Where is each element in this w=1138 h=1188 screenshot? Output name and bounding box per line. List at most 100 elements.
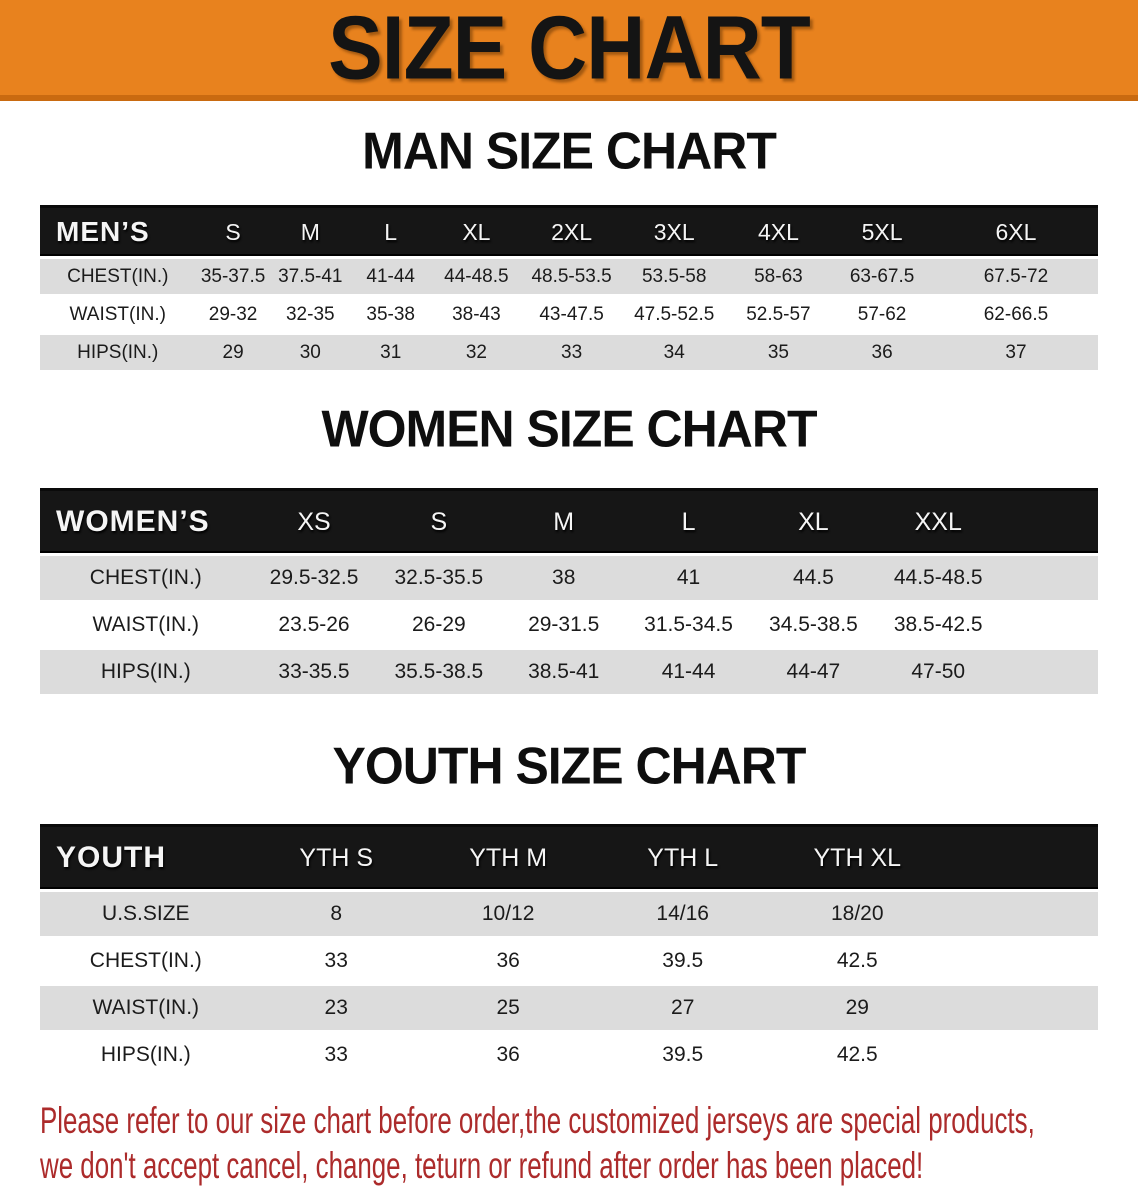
size-value-cell — [944, 1031, 1098, 1080]
size-value-cell: 23 — [251, 984, 421, 1033]
row-label: U.S.SIZE — [40, 890, 252, 939]
row-label: HIPS(IN.) — [40, 648, 252, 697]
size-value-cell: 26-29 — [376, 601, 502, 650]
row-label: WAIST(IN.) — [40, 295, 196, 335]
table-corner-label: MEN’S — [40, 205, 196, 259]
size-value-cell: 23.5-26 — [251, 601, 377, 650]
size-chart-banner: SIZE CHART — [0, 0, 1138, 101]
size-column-header: 2XL — [521, 205, 622, 259]
size-value-cell: 31.5-34.5 — [626, 601, 751, 650]
size-value-cell: 58-63 — [726, 257, 831, 297]
size-value-cell: 30 — [270, 333, 350, 373]
size-value-cell: 42.5 — [769, 937, 945, 986]
size-column-header: YTH S — [251, 824, 421, 892]
size-value-cell: 41 — [626, 554, 751, 603]
size-value-cell: 67.5-72 — [933, 257, 1098, 297]
size-value-cell: 39.5 — [595, 937, 770, 986]
women-size-table: WOMEN’S XS S M L XL XXL CHEST(IN.) 29.5-32.5 32.5… — [40, 488, 1098, 697]
size-value-cell: 31 — [349, 333, 432, 373]
size-value-cell — [1000, 554, 1098, 603]
size-column-header: M — [270, 205, 350, 259]
size-column-header: XXL — [875, 488, 1001, 556]
size-value-cell: 29 — [769, 984, 945, 1033]
size-value-cell: 35-38 — [349, 295, 432, 335]
youth-section: YOUTH SIZE CHART YOUTH YTH S YTH M YTH L YTH… — [0, 736, 1138, 1080]
women-section-heading: WOMEN SIZE CHART — [0, 403, 1138, 464]
table-corner-label: WOMEN’S — [40, 488, 252, 556]
size-value-cell: 32 — [431, 333, 522, 373]
size-value-cell: 38.5-41 — [501, 648, 627, 697]
size-value-cell: 29-31.5 — [501, 601, 627, 650]
size-value-cell: 33 — [251, 1031, 421, 1080]
size-value-cell: 37.5-41 — [270, 257, 350, 297]
men-size-table: MEN’S S M L XL 2XL 3XL 4XL 5XL 6XL CHEST(IN.) 35-37… — [40, 205, 1098, 373]
size-value-cell: 44.5 — [750, 554, 876, 603]
row-label: CHEST(IN.) — [40, 554, 252, 603]
size-column-header: YTH XL — [769, 824, 945, 892]
row-label: HIPS(IN.) — [40, 333, 196, 373]
size-column-header: XS — [251, 488, 377, 556]
size-value-cell — [944, 890, 1098, 939]
banner-title: SIZE CHART — [328, 0, 811, 98]
size-column-header: L — [626, 488, 751, 556]
size-value-cell: 27 — [595, 984, 770, 1033]
size-value-cell: 35.5-38.5 — [376, 648, 502, 697]
size-value-cell: 48.5-53.5 — [521, 257, 622, 297]
size-value-cell: 47-50 — [875, 648, 1001, 697]
size-column-header: M — [501, 488, 627, 556]
size-value-cell: 53.5-58 — [621, 257, 727, 297]
size-value-cell — [1000, 648, 1098, 697]
youth-size-table: YOUTH YTH S YTH M YTH L YTH XL U.S.SIZE 8 10/12… — [40, 824, 1098, 1080]
size-value-cell: 33 — [251, 937, 421, 986]
size-value-cell: 37 — [933, 333, 1098, 373]
size-value-cell: 10/12 — [420, 890, 596, 939]
size-value-cell: 33-35.5 — [251, 648, 377, 697]
size-value-cell: 52.5-57 — [726, 295, 831, 335]
women-section: WOMEN SIZE CHART WOMEN’S XS S M L XL XXL CHEST(… — [0, 403, 1138, 697]
size-value-cell: 34.5-38.5 — [750, 601, 876, 650]
size-column-header: L — [349, 205, 432, 259]
size-value-cell: 57-62 — [830, 295, 934, 335]
size-value-cell: 32.5-35.5 — [376, 554, 502, 603]
size-column-header: XL — [750, 488, 876, 556]
size-value-cell: 8 — [251, 890, 421, 939]
size-value-cell: 14/16 — [595, 890, 770, 939]
size-value-cell: 33 — [521, 333, 622, 373]
size-value-cell — [1000, 601, 1098, 650]
table-corner-label: YOUTH — [40, 824, 252, 892]
size-value-cell: 44.5-48.5 — [875, 554, 1001, 603]
size-column-header: XL — [431, 205, 522, 259]
size-value-cell: 47.5-52.5 — [621, 295, 727, 335]
row-label: CHEST(IN.) — [40, 937, 252, 986]
size-value-cell: 38-43 — [431, 295, 522, 335]
size-value-cell: 36 — [420, 1031, 596, 1080]
size-value-cell — [944, 937, 1098, 986]
size-value-cell: 41-44 — [626, 648, 751, 697]
size-value-cell: 62-66.5 — [933, 295, 1098, 335]
men-section: MAN SIZE CHART MEN’S S M L XL 2XL 3XL 4XL 5XL 6XL… — [0, 125, 1138, 373]
youth-heading-text: YOUTH SIZE CHART — [332, 736, 807, 796]
size-value-cell: 36 — [830, 333, 934, 373]
size-value-cell: 42.5 — [769, 1031, 945, 1080]
size-value-cell: 44-48.5 — [431, 257, 522, 297]
size-column-header: YTH L — [595, 824, 770, 892]
size-value-cell: 29.5-32.5 — [251, 554, 377, 603]
size-column-header — [1000, 488, 1098, 556]
size-value-cell: 38.5-42.5 — [875, 601, 1001, 650]
row-label: HIPS(IN.) — [40, 1031, 252, 1080]
size-column-header: 3XL — [621, 205, 727, 259]
size-value-cell: 18/20 — [769, 890, 945, 939]
disclaimer-line-2: we don't accept cancel, change, teturn o… — [40, 1145, 924, 1186]
size-column-header: S — [195, 205, 271, 259]
size-value-cell: 29-32 — [195, 295, 271, 335]
size-value-cell: 35-37.5 — [195, 257, 271, 297]
size-value-cell: 44-47 — [750, 648, 876, 697]
order-disclaimer: Please refer to our size chart before or… — [40, 1098, 1098, 1188]
size-value-cell: 34 — [621, 333, 727, 373]
size-column-header: 6XL — [933, 205, 1098, 259]
disclaimer-line-1: Please refer to our size chart before or… — [40, 1100, 1035, 1141]
size-value-cell: 38 — [501, 554, 627, 603]
size-value-cell: 36 — [420, 937, 596, 986]
size-value-cell: 29 — [195, 333, 271, 373]
